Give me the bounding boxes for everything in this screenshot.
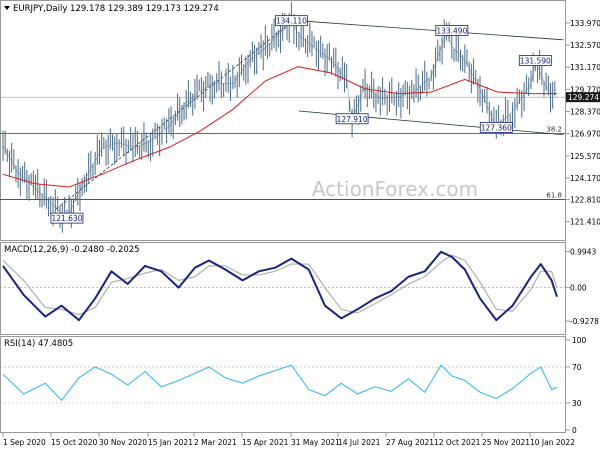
- rsi-y-tick-label: 70: [572, 363, 582, 372]
- macd-line: [2, 250, 558, 322]
- x-tick-label: 2 Mar 2021: [194, 438, 237, 447]
- price-y-tick-label: 128.370: [570, 107, 600, 116]
- price-level-label-box: [335, 113, 369, 125]
- price-y-tick-label: 122.810: [570, 195, 600, 204]
- macd-panel-frame: [0, 242, 566, 335]
- price-level-label-box: [518, 55, 552, 66]
- x-tick-label: 25 Nov 2021: [482, 438, 530, 447]
- rsi-y-tick-label: 100: [572, 336, 587, 345]
- rsi-panel-frame: [0, 336, 566, 433]
- x-tick-label: 15 Jan 2021: [148, 438, 193, 447]
- price-level-label: 127.910: [337, 115, 368, 124]
- x-tick-label: 15 Apr 2021: [242, 438, 289, 447]
- x-tick-label: 15 Oct 2020: [51, 438, 98, 447]
- rsi-y-tick-label: 0: [572, 426, 577, 435]
- x-tick-label: 27 Aug 2021: [386, 438, 434, 447]
- grid-layer: [0, 96, 565, 404]
- x-tick-label: 10 Jan 2022: [530, 438, 575, 447]
- price-y-tick-label: 125.570: [570, 152, 600, 161]
- price-level-label: 133.490: [436, 26, 467, 35]
- price-panel-arrow-icon: [4, 6, 10, 10]
- price-y-tick-label: 133.970: [570, 19, 600, 28]
- price-level-label: 134.110: [276, 17, 307, 26]
- marks-layer: 134.110 133.490 131.590 127.910 127.360 121.6…: [2, 1, 564, 402]
- last-price-label: 129.274: [568, 93, 599, 102]
- fib-level-label: 61.8: [546, 191, 562, 199]
- rsi-panel-title: RSI(14) 47.4805: [4, 339, 73, 349]
- price-y-tick-label: 129.770: [570, 85, 600, 94]
- macd-y-tick-label: -0.9278: [570, 317, 599, 326]
- rsi-line: [2, 364, 558, 402]
- price-level-label: 127.360: [481, 123, 512, 132]
- price-y-tick-label: 131.170: [570, 63, 600, 72]
- watermark-text: ActionForex.com: [312, 177, 478, 201]
- x-tick-label: 30 Nov 2020: [99, 438, 147, 447]
- price-level-label: 131.590: [520, 57, 551, 66]
- price-panel-frame: [0, 0, 566, 241]
- last-price-box: [566, 92, 600, 103]
- axis-layer: 133.970 132.570 131.170 129.770 128.370 126.9…: [2, 19, 600, 447]
- price-y-tick-label: 132.570: [570, 41, 600, 50]
- price-series-line: [2, 20, 558, 219]
- price-level-label-box: [274, 15, 308, 27]
- macd-y-tick-label: 0.00: [570, 284, 587, 293]
- rsi-y-tick-label: 30: [572, 399, 582, 408]
- fib-level-label: 38.2: [546, 126, 562, 134]
- x-tick-label: 12 Oct 2021: [434, 438, 481, 447]
- price-y-tick-label: 124.170: [570, 174, 600, 183]
- price-level-label-box: [479, 122, 513, 133]
- x-tick-label: 14 Jul 2021: [338, 438, 381, 447]
- macd-y-tick-label: 0.9943: [570, 248, 596, 257]
- price-level-label-box: [435, 25, 469, 36]
- price-level-label-box: [50, 212, 84, 224]
- moving-average-line: [2, 66, 557, 188]
- macd-panel-title: MACD(12,26,9) -0.2480 -0.2025: [4, 245, 140, 255]
- channel-trendline: [297, 20, 564, 41]
- price-panel-title: EURJPY,Daily 129.178 129.389 129.173 129…: [13, 4, 219, 14]
- x-tick-label: 1 Sep 2020: [3, 438, 46, 447]
- price-y-tick-label: 126.970: [570, 130, 600, 139]
- price-level-label: 121.630: [51, 214, 82, 223]
- price-y-tick-label: 121.410: [570, 218, 600, 227]
- x-tick-label: 31 May 2021: [291, 438, 340, 447]
